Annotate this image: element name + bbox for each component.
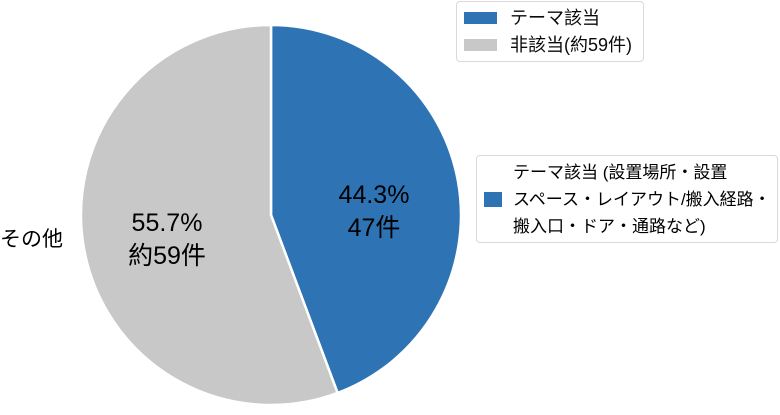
callout-line-2: スペース・レイアウト/搬入経路・: [513, 189, 771, 209]
callout-swatch: [484, 191, 502, 207]
slice-label-theme: 44.3% 47件: [284, 179, 464, 245]
slice-theme-count: 47件: [347, 214, 401, 242]
slice-other-count: 約59件: [128, 242, 206, 270]
legend-box: テーマ該当 非該当(約59件): [456, 1, 644, 62]
legend-item-other: 非該当(約59件): [464, 32, 635, 59]
slice-theme-percent: 44.3%: [338, 181, 410, 209]
pie-slice-0: [269, 23, 463, 395]
legend-swatch-other: [464, 39, 497, 51]
other-category-label: その他: [0, 228, 63, 251]
legend-label-other: 非該当(約59件): [510, 34, 633, 55]
legend-item-theme: テーマ該当: [464, 5, 635, 32]
callout-text: テーマ該当 (設置場所・設置 スペース・レイアウト/搬入経路・ 搬入口・ドア・通…: [513, 159, 771, 240]
slice-other-percent: 55.7%: [131, 209, 203, 237]
callout-box: テーマ該当 (設置場所・設置 スペース・レイアウト/搬入経路・ 搬入口・ドア・通…: [476, 155, 778, 243]
callout-line-1: テーマ該当 (設置場所・設置: [513, 162, 728, 182]
pie-slice-1: [79, 23, 339, 407]
slice-label-other: 55.7% 約59件: [77, 207, 257, 273]
legend-label-theme: テーマ該当: [510, 7, 600, 28]
callout-line-3: 搬入口・ドア・通路など): [513, 216, 706, 236]
legend-swatch-theme: [464, 12, 497, 24]
